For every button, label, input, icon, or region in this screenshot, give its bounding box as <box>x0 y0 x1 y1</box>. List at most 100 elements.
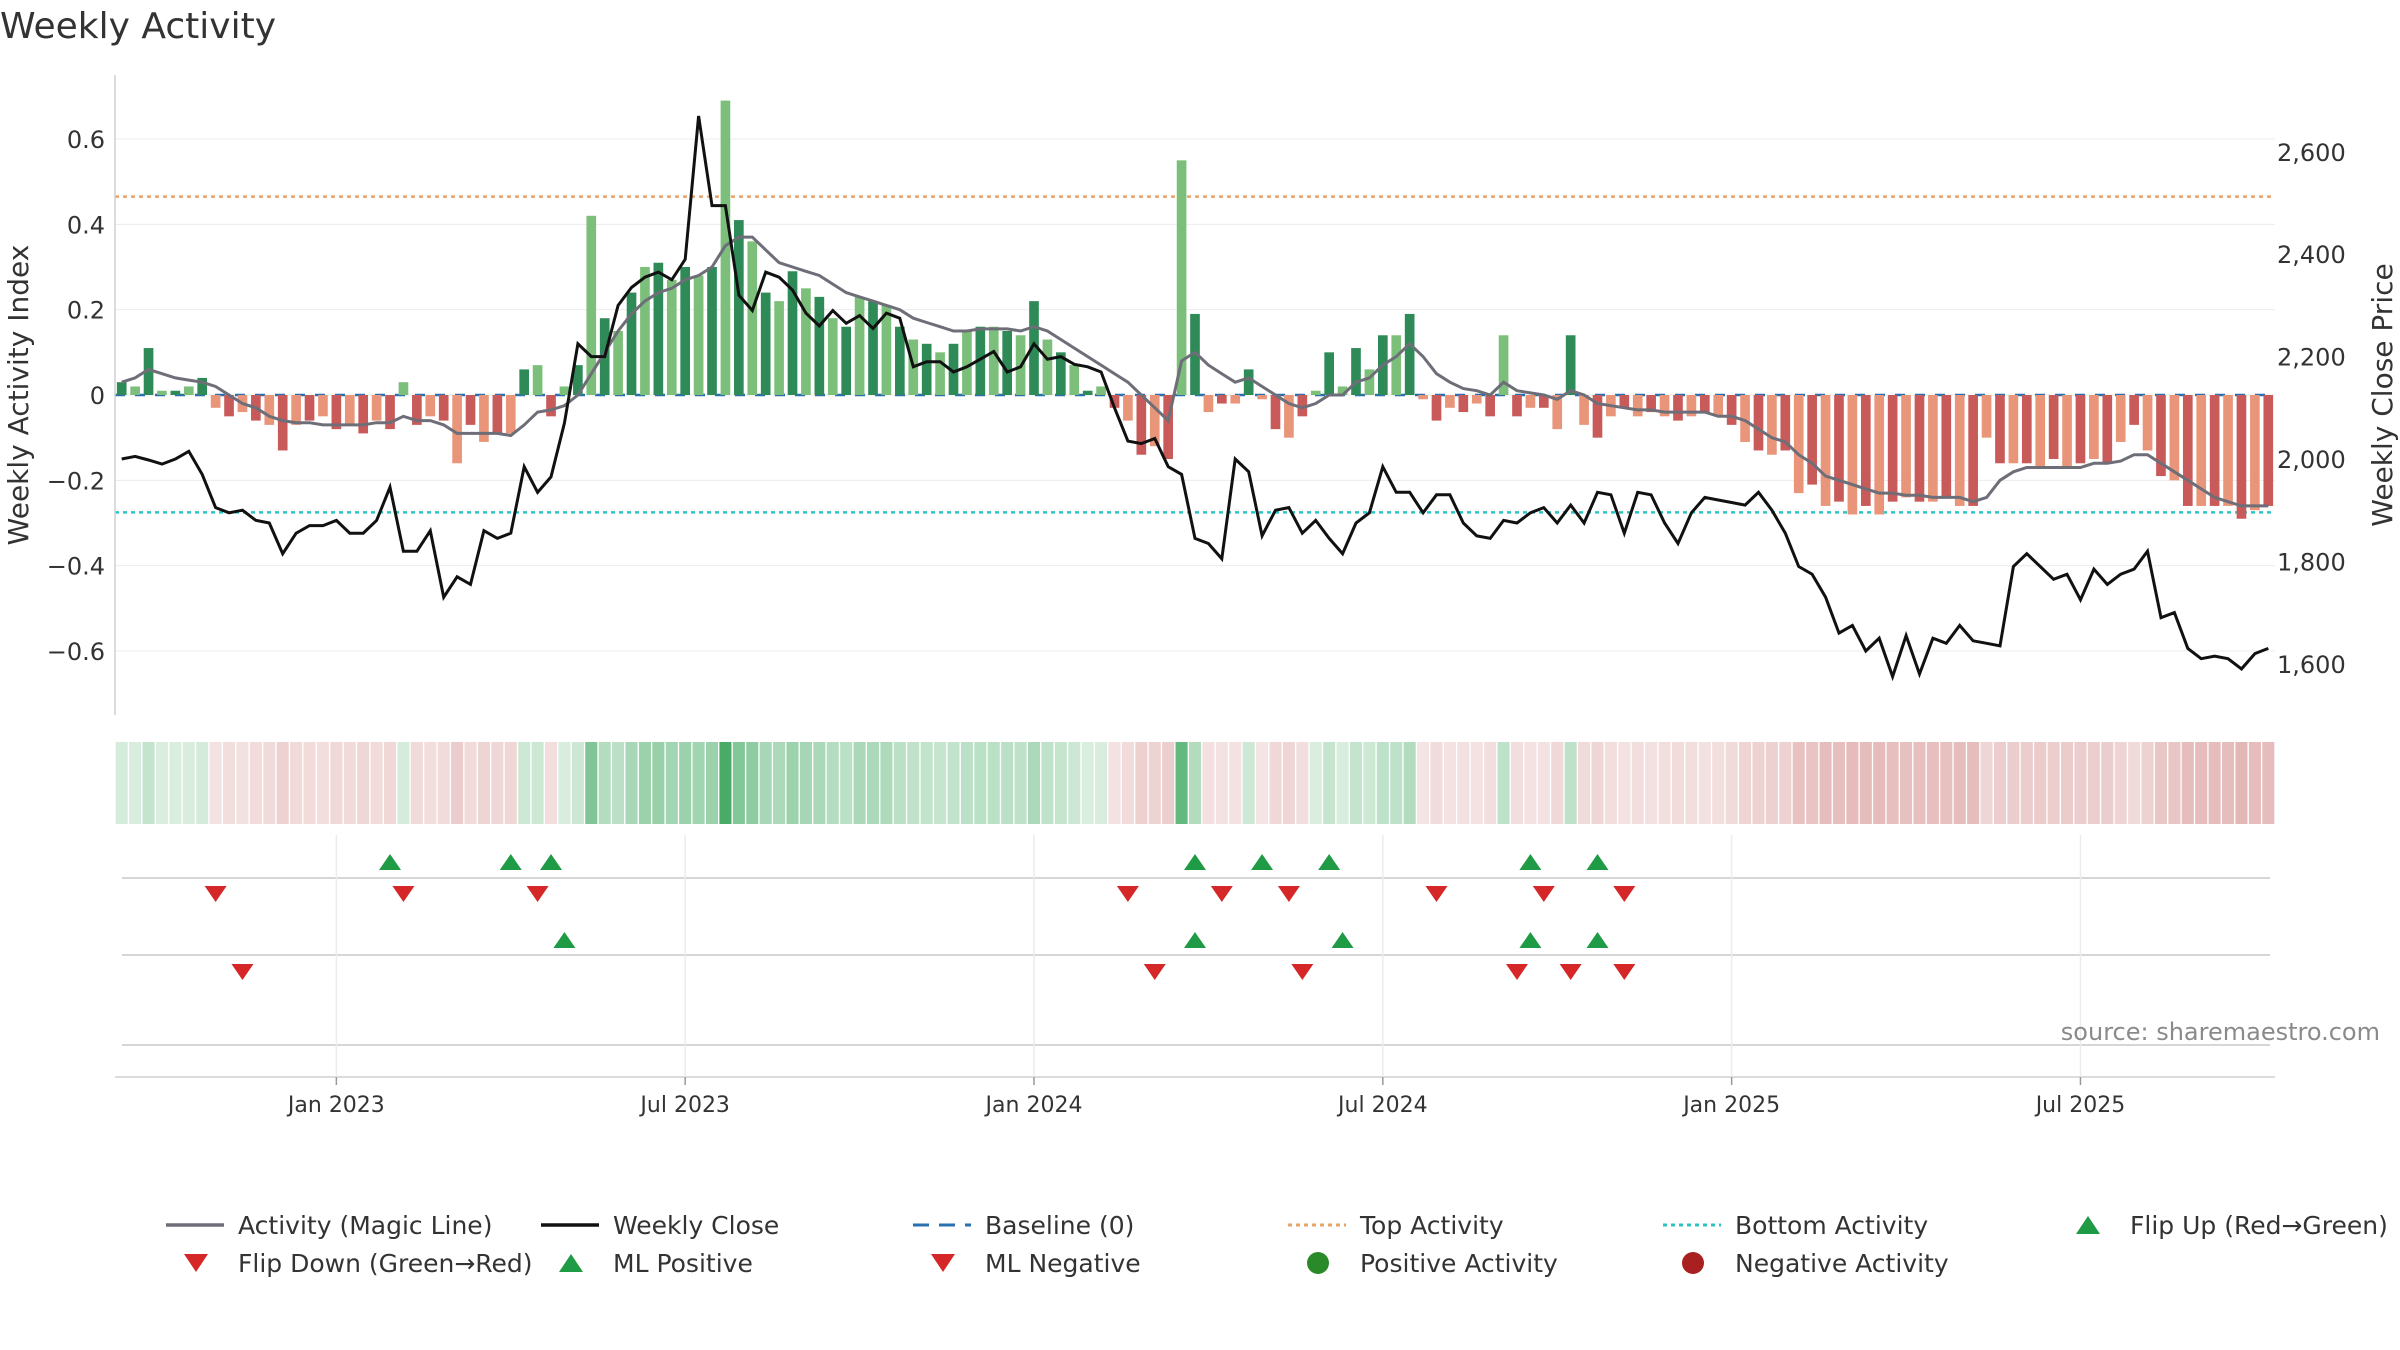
activity-bar <box>1069 365 1080 395</box>
heat-strip-cell <box>129 742 142 824</box>
activity-bar <box>371 395 382 421</box>
heat-strip-cell <box>169 742 182 824</box>
activity-bar <box>2089 395 2099 459</box>
heat-strip-cell <box>1309 742 1322 824</box>
heat-strip-cell <box>437 742 450 824</box>
activity-bar <box>774 301 784 395</box>
activity-bar <box>1257 395 1267 400</box>
ml-positive-marker <box>1586 932 1609 948</box>
heat-strip-cell <box>2020 742 2033 824</box>
heat-strip-cell <box>786 742 799 824</box>
activity-bar <box>666 279 677 395</box>
heat-strip-cell <box>196 742 209 824</box>
activity-heat-strip <box>115 742 2275 824</box>
legend-swatch-triangle-down <box>931 1254 955 1272</box>
heat-strip-cell <box>1188 742 1202 824</box>
activity-bar <box>1632 395 1643 417</box>
activity-bar <box>1109 395 1120 408</box>
heat-strip-cell <box>2235 742 2248 824</box>
activity-bar <box>1190 313 1200 395</box>
activity-bar <box>559 386 570 395</box>
heat-strip-cell <box>2154 742 2167 824</box>
legend-swatch-circle <box>1682 1252 1704 1274</box>
heat-strip-cell <box>893 742 906 824</box>
flip-up-marker <box>379 854 402 870</box>
heat-strip-cell <box>1497 742 1510 824</box>
heat-strip-cell <box>1765 742 1778 824</box>
activity-bar <box>1592 395 1603 438</box>
heat-strip-cell <box>1282 742 1295 824</box>
heat-strip-cell <box>1725 742 1738 824</box>
activity-bar <box>734 220 744 395</box>
y-left-tick-label: −0.6 <box>47 638 105 666</box>
activity-bar <box>1096 386 1106 395</box>
heat-strip-cell <box>1645 742 1658 824</box>
activity-bar <box>1954 395 1965 506</box>
heat-strip-cell <box>1658 742 1671 824</box>
x-tick-label: Jan 2024 <box>984 1093 1083 1118</box>
heat-strip-cell <box>1510 742 1524 824</box>
heat-strip-cell <box>1470 742 1483 824</box>
flip-up-marker <box>540 854 563 870</box>
flip-up-marker <box>1251 854 1274 870</box>
heat-strip-cell <box>1712 742 1725 824</box>
y-left-tick-label: −0.2 <box>47 467 105 495</box>
x-tick-label: Jan 2025 <box>1681 1093 1780 1118</box>
heat-strip-cell <box>598 742 611 824</box>
heat-strip-cell <box>1993 742 2007 824</box>
heat-strip-cell <box>1537 742 1550 824</box>
activity-bar <box>2169 395 2180 481</box>
heat-strip-cell <box>1296 742 1309 824</box>
heat-strip-cell <box>1671 742 1685 824</box>
legend-swatch-triangle-down <box>184 1254 208 1272</box>
heat-strip-cell <box>155 742 168 824</box>
heat-strip-cell <box>1349 742 1363 824</box>
activity-bar <box>1619 395 1630 408</box>
legend-label: ML Negative <box>985 1249 1141 1278</box>
activity-bar <box>358 395 369 434</box>
heat-strip-cell <box>209 742 222 824</box>
activity-bar <box>962 331 972 395</box>
heat-strip-cell <box>316 742 329 824</box>
activity-bar <box>197 377 208 395</box>
activity-bar <box>1914 395 1925 502</box>
activity-bar <box>653 262 664 395</box>
x-tick-label: Jul 2025 <box>2034 1093 2126 1118</box>
heat-strip-cell <box>2168 742 2181 824</box>
heat-strip-cell <box>1081 742 1094 824</box>
heat-strip-cell <box>960 742 973 824</box>
activity-bar <box>1860 395 1871 506</box>
activity-bar <box>1874 395 1885 515</box>
activity-bar <box>277 395 288 451</box>
activity-bar <box>693 275 704 395</box>
heat-strip-cell <box>1953 742 1966 824</box>
legend: Activity (Magic Line) Weekly Close Baselin… <box>166 1211 2388 1278</box>
activity-bar <box>707 267 717 395</box>
y-right-tick-label: 1,600 <box>2277 651 2346 679</box>
heat-strip-cell <box>638 742 651 824</box>
y-right-tick-label: 2,400 <box>2277 241 2346 269</box>
heat-strip-cell <box>732 742 745 824</box>
activity-bars <box>116 100 2274 519</box>
heat-strip-cell <box>504 742 517 824</box>
heat-strip-cell <box>1698 742 1711 824</box>
heat-strip-cell <box>799 742 812 824</box>
legend-label: Weekly Close <box>613 1211 779 1240</box>
heat-strip-cell <box>1913 742 1926 824</box>
flip-marker-panels <box>115 835 2275 1078</box>
activity-bar <box>438 395 449 421</box>
activity-bar <box>2209 395 2220 506</box>
ml-negative-marker <box>1613 964 1636 980</box>
activity-bar <box>385 395 395 430</box>
ml-negative-marker <box>231 964 254 980</box>
activity-bar <box>841 326 852 395</box>
heat-strip-cell <box>1832 742 1846 824</box>
activity-bar <box>505 395 516 434</box>
activity-bar <box>1646 395 1656 413</box>
heat-strip-cell <box>1524 742 1537 824</box>
activity-bar <box>1230 395 1241 404</box>
heat-strip-cell <box>2181 742 2194 824</box>
activity-bar <box>2142 395 2153 451</box>
y-right-tick-label: 2,200 <box>2277 344 2346 372</box>
activity-bar <box>1713 395 1724 417</box>
